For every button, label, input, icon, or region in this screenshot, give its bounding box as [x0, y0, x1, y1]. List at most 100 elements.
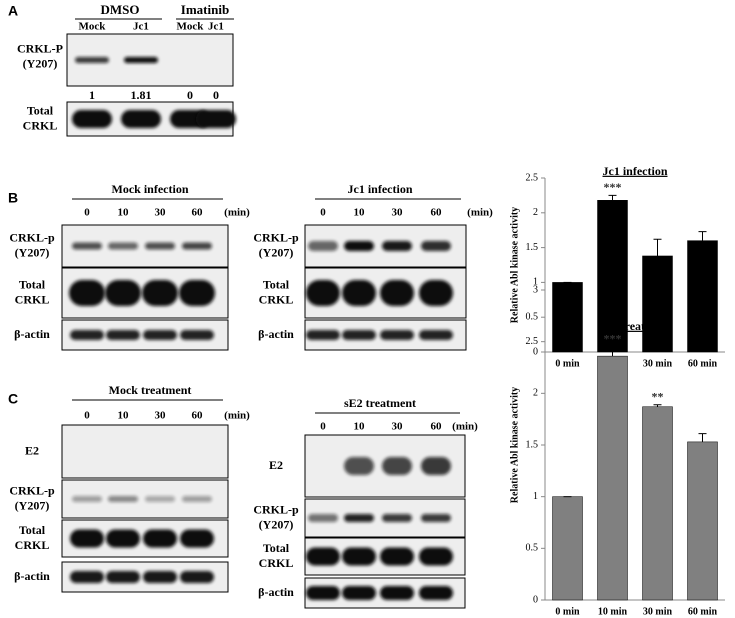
panel-label: B	[8, 190, 18, 206]
band	[72, 242, 102, 250]
bar	[552, 496, 583, 601]
y-tick-label: 3	[533, 284, 538, 295]
x-tick-label: 60 min	[688, 358, 718, 369]
y-axis-label: Relative Abl kinase activity	[509, 387, 520, 503]
error-bar	[608, 346, 617, 357]
lane-label: 60	[431, 421, 443, 433]
annotation: ***	[604, 180, 622, 194]
lane-label: 60	[431, 207, 443, 219]
error-bar	[698, 231, 707, 241]
unit-label: (min)	[467, 207, 493, 219]
y-tick-label: 1.5	[526, 439, 539, 450]
band	[380, 547, 414, 566]
row-label: Total	[263, 541, 290, 555]
lane-label: 10	[118, 207, 130, 219]
band	[182, 242, 212, 250]
quantification: 0	[187, 88, 193, 102]
row-label: CRKL	[15, 292, 50, 306]
band	[143, 529, 177, 548]
band	[421, 514, 451, 522]
lane-label: Jc1	[133, 21, 149, 33]
lane-label: 60	[192, 207, 204, 219]
lane-label: 30	[392, 421, 404, 433]
band	[419, 330, 453, 340]
band	[143, 330, 177, 340]
blot-title: Mock treatment	[109, 383, 192, 397]
band	[382, 241, 412, 251]
row-label: β-actin	[258, 327, 294, 341]
band	[380, 280, 414, 306]
band	[180, 571, 214, 583]
row-label: CRKL-p	[253, 230, 299, 244]
y-tick-label: 2.5	[526, 172, 539, 183]
band	[106, 529, 140, 548]
row-label: CRKL-P	[17, 41, 63, 55]
bar	[552, 282, 583, 353]
band	[124, 57, 158, 63]
y-tick-label: 2	[533, 388, 538, 399]
band	[344, 514, 374, 522]
bar	[687, 441, 718, 601]
chart-title: Jc1 infection	[603, 164, 668, 178]
lane-label: Jc1	[208, 21, 224, 33]
band	[108, 242, 138, 250]
blot-title: Mock infection	[112, 182, 189, 196]
row-label: CRKL-p	[9, 483, 55, 497]
group-label: DMSO	[101, 2, 140, 17]
band	[342, 547, 376, 566]
band	[306, 586, 340, 600]
lane-label: Mock	[79, 21, 107, 33]
row-label: (Y207)	[259, 517, 294, 531]
row-label: β-actin	[258, 585, 294, 599]
panel-label: A	[8, 3, 18, 19]
error-bar	[698, 433, 707, 442]
row-label: Total	[263, 277, 290, 291]
error-bar	[653, 404, 662, 407]
row-label: CRKL	[15, 538, 50, 552]
band	[70, 330, 104, 340]
row-label: CRKL	[259, 292, 294, 306]
row-label: (Y207)	[15, 245, 50, 259]
band	[306, 280, 340, 306]
band	[380, 586, 414, 600]
band	[70, 571, 104, 583]
row-label: (Y207)	[15, 498, 50, 512]
y-tick-label: 2.5	[526, 336, 539, 347]
band	[382, 514, 412, 522]
lane-label: 30	[155, 410, 167, 422]
lane-label: 10	[354, 421, 366, 433]
band	[145, 496, 175, 502]
bar	[687, 240, 718, 353]
band	[306, 330, 340, 340]
band	[75, 57, 109, 63]
lane-label: 10	[118, 410, 130, 422]
band	[419, 547, 453, 566]
row-label: CRKL	[23, 118, 58, 132]
blot-title: Jc1 infection	[348, 182, 413, 196]
band	[419, 280, 453, 306]
lane-label: 30	[392, 207, 404, 219]
band	[421, 457, 451, 475]
unit-label: (min)	[452, 421, 478, 433]
band	[308, 514, 338, 522]
x-tick-label: 0 min	[555, 358, 580, 369]
y-tick-label: 0	[533, 346, 538, 357]
bar	[642, 255, 673, 353]
bar	[597, 200, 628, 353]
band	[182, 496, 212, 502]
band	[419, 586, 453, 600]
group-label: Imatinib	[181, 2, 229, 17]
band	[196, 110, 236, 128]
lane-label: 30	[155, 207, 167, 219]
y-tick-label: 1.5	[526, 242, 539, 253]
row-label: β-actin	[14, 569, 50, 583]
band	[179, 280, 215, 306]
band	[421, 241, 451, 251]
row-label: Total	[19, 277, 46, 291]
panel-label: C	[8, 391, 18, 407]
error-bar	[653, 238, 662, 256]
row-label: CRKL-p	[253, 502, 299, 516]
x-tick-label: 30 min	[643, 358, 673, 369]
lane-label: 60	[192, 410, 204, 422]
band	[121, 110, 161, 128]
